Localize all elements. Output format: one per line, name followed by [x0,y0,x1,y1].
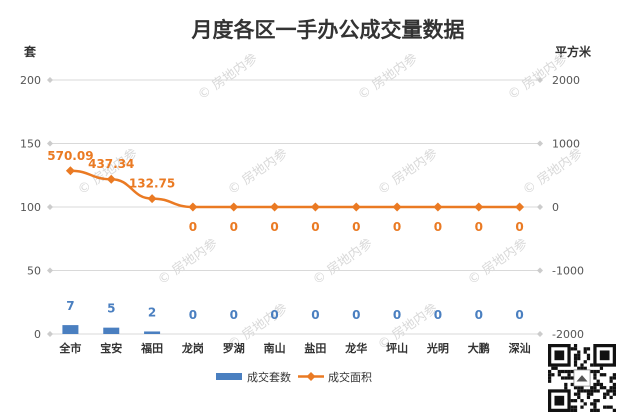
line-data-label: 0 [475,220,483,234]
category-label: 宝安 [100,341,122,355]
line-point [310,202,320,212]
line-path [70,169,520,209]
line-point [392,202,402,212]
line-data-label: 0 [189,220,197,234]
bar-data-label: 0 [393,308,401,322]
bar-data-label: 2 [148,305,156,319]
bar-data-label: 0 [515,308,523,322]
line-point [229,202,239,212]
grid-endpoint-marker [537,267,543,274]
right-tick-label: -2000 [552,328,584,341]
bar-series: 7 5 2 0 0 0 0 0 0 0 0 0 [62,299,524,334]
category-label: 深汕 [509,341,531,355]
chart-title: 月度各区一手办公成交量数据 [191,18,465,42]
line-data-label: 0 [311,220,319,234]
right-axis-label: 平方米 [555,44,592,59]
line-point [474,202,484,212]
bar-data-label: 5 [107,302,115,316]
watermark-text: © 房地内参 [375,145,441,198]
line-data-label: 132.75 [129,177,175,191]
watermark-text: © 房地内参 [195,50,261,103]
category-label: 坪山 [386,341,408,355]
line-data-label: 0 [434,220,442,234]
left-tick-label: 100 [20,201,41,214]
grid-endpoint-marker [47,204,53,210]
right-axis-ticks: -2000 -1000 0 1000 2000 [552,74,584,341]
grid-endpoint-marker [47,140,53,147]
category-label: 福田 [140,341,163,355]
line-data-label: 0 [515,220,523,234]
watermark-text: © 房地内参 [465,235,531,288]
category-label: 光明 [426,341,449,355]
line-data-label: 0 [393,220,401,234]
category-label: 罗湖 [223,341,245,355]
line-point [351,202,361,212]
legend-bar-label: 成交套数 [247,370,291,384]
category-label: 全市 [58,341,81,355]
bar-data-label: 0 [230,308,238,322]
category-label: 盐田 [304,341,326,355]
legend: 成交套数 成交面积 [216,370,372,384]
grid-endpoint-marker [47,331,53,337]
grid-endpoint-marker [537,140,543,147]
left-axis-label: 套 [23,44,37,59]
line-point [188,202,198,212]
category-label: 大鹏 [468,341,490,355]
legend-line-marker [306,372,316,381]
left-axis-ticks: 0 50 100 150 200 [20,74,41,341]
bar-data-label: 0 [270,308,278,322]
right-tick-label: -1000 [552,265,584,278]
category-label: 龙岗 [181,341,204,355]
right-tick-label: 0 [552,201,559,214]
bar-data-label: 0 [434,308,442,322]
left-tick-label: 200 [20,74,41,87]
grid-endpoint-marker [47,267,53,274]
line-data-label: 0 [230,220,238,234]
right-tick-label: 2000 [552,74,580,87]
left-tick-label: 0 [34,328,41,341]
legend-line-label: 成交面积 [328,370,372,384]
watermark-text: © 房地内参 [355,50,421,103]
category-labels: 全市 宝安 福田 龙岗 罗湖 南山 盐田 龙华 坪山 光明 大鹏 深汕 [58,341,530,355]
line-point [433,202,443,212]
legend-bar-swatch [216,373,242,380]
bar [103,327,120,334]
line-point [65,166,75,176]
qr-code-icon [548,344,616,412]
watermark-text: © 房地内参 [225,145,291,198]
bar [144,331,161,334]
grid-endpoint-marker [47,77,53,83]
category-label: 南山 [264,341,286,355]
bar-data-label: 7 [66,299,74,313]
bar-data-label: 0 [475,308,483,322]
bar [62,325,79,334]
right-tick-label: 1000 [552,138,580,151]
line-data-label: 570.09 [47,149,93,163]
grid-endpoint-marker [537,77,543,83]
left-tick-label: 150 [20,138,41,151]
line-point [515,202,525,212]
bar-data-label: 0 [311,308,319,322]
bar-data-label: 0 [189,308,197,322]
watermark-text: © 房地内参 [520,145,586,198]
line-point [270,202,280,212]
watermark-text: © 房地内参 [310,235,376,288]
watermark-text: © 房地内参 [155,235,221,288]
line-data-label: 0 [270,220,278,234]
grid-endpoint-marker [537,331,543,337]
line-point [106,174,116,184]
left-tick-label: 50 [27,265,41,278]
grid-endpoint-marker [537,204,543,210]
line-point [147,194,157,204]
category-label: 龙华 [344,341,367,355]
line-data-label: 0 [352,220,360,234]
bar-data-label: 0 [352,308,360,322]
line-data-label: 437.34 [88,157,134,171]
